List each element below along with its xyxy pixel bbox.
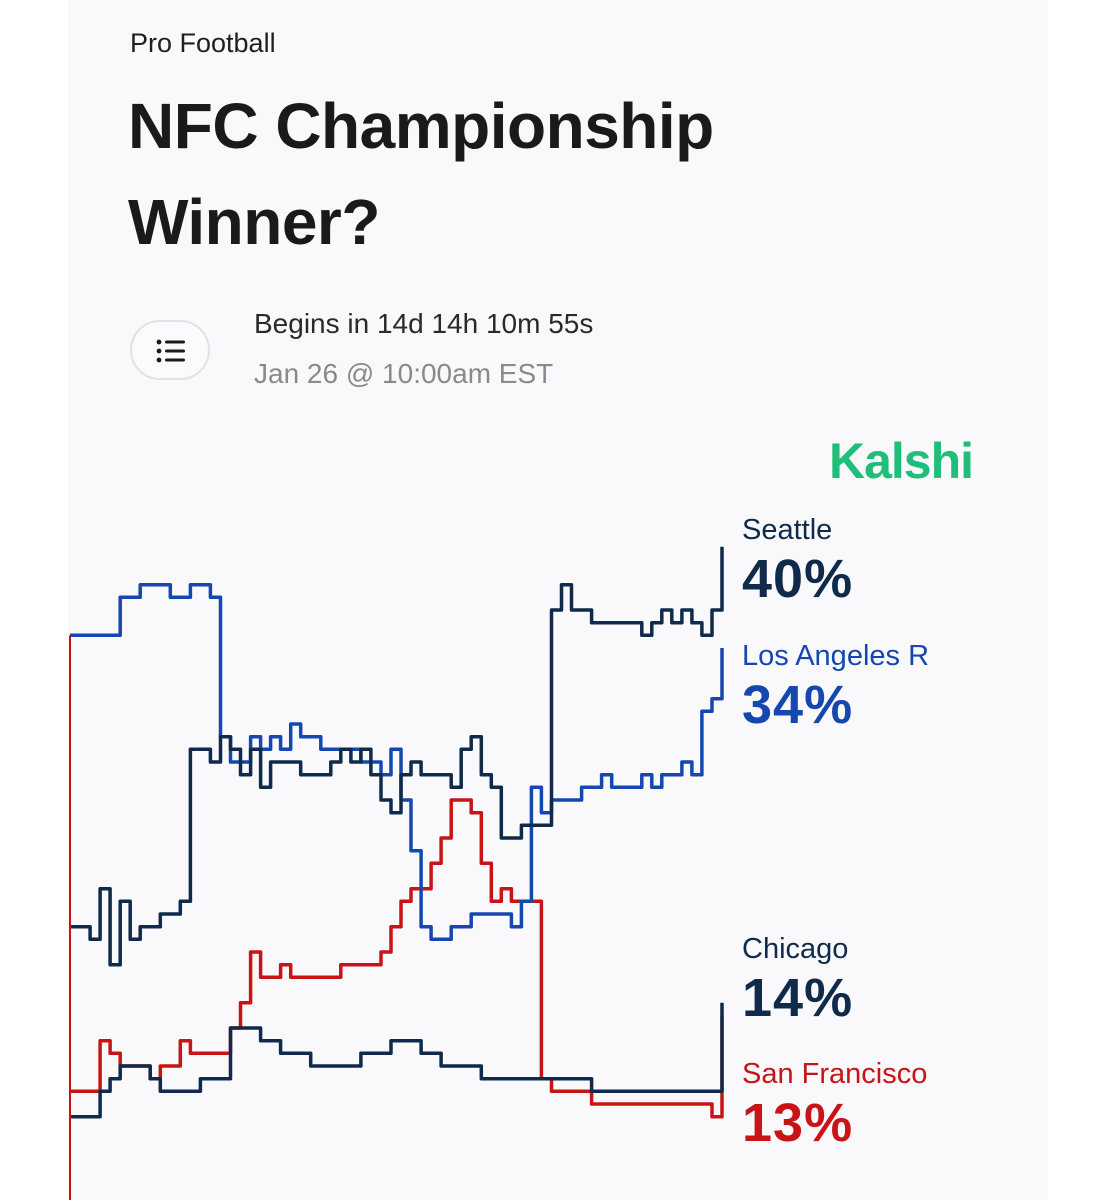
san-francisco-percent: 13% — [742, 1093, 854, 1153]
chicago-label: Chicago — [742, 933, 849, 965]
market-card — [68, 0, 1048, 1200]
los-angeles-series-line — [70, 582, 724, 942]
san-francisco-series-line — [70, 798, 724, 1119]
san-francisco-label: San Francisco — [742, 1058, 928, 1090]
seattle-label: Seattle — [742, 514, 833, 546]
list-menu-button[interactable] — [130, 320, 210, 380]
seattle-series-line — [70, 546, 724, 967]
list-icon — [156, 339, 185, 363]
chicago-series-line — [70, 1002, 724, 1119]
page-title: NFC Championship Winner? — [128, 90, 714, 258]
category-label[interactable]: Pro Football — [130, 28, 276, 58]
los-angeles-percent: 34% — [742, 675, 854, 735]
los-angeles-label: Los Angeles R — [742, 640, 930, 672]
countdown-text: Begins in 14d 14h 10m 55s — [254, 308, 594, 339]
seattle-percent: 40% — [742, 549, 854, 609]
event-date: Jan 26 @ 10:00am EST — [254, 358, 554, 389]
kalshi-logo: Kalshi — [829, 433, 974, 489]
chicago-percent: 14% — [742, 968, 854, 1028]
